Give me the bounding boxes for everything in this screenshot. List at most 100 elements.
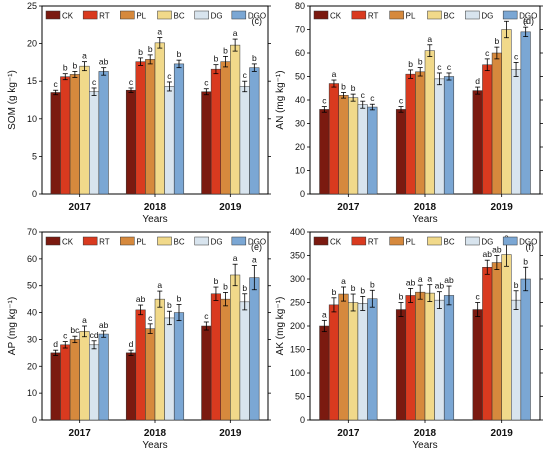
significance-letter: c	[63, 331, 68, 341]
significance-letter: a	[523, 16, 528, 26]
bar-pl	[415, 71, 426, 195]
significance-letter: a	[418, 274, 423, 284]
y-axis-label: AK (mg kg⁻¹)	[275, 297, 286, 356]
y-tick-label: 50	[295, 72, 305, 82]
significance-letter: b	[332, 287, 337, 297]
significance-letter: b	[148, 44, 153, 54]
legend-swatch-rt	[82, 236, 98, 246]
y-tick-label: 60	[27, 254, 37, 264]
significance-letter: b	[399, 292, 404, 302]
x-axis-label: Years	[412, 214, 437, 225]
significance-letter: c	[54, 79, 59, 89]
legend-swatch-pl	[389, 236, 404, 246]
bar-rt	[482, 64, 493, 195]
significance-letter: c	[447, 62, 452, 72]
bar-dgo	[249, 67, 260, 195]
y-tick-label: 0	[300, 415, 305, 425]
legend-swatch-ck	[45, 10, 61, 20]
significance-letter: ab	[136, 294, 146, 304]
legend-label-rt: RT	[99, 238, 110, 247]
y-tick-label: 70	[27, 227, 37, 237]
bar-ck	[472, 309, 483, 421]
legend-label-dgo: DGO	[519, 12, 537, 21]
bar-rt	[135, 309, 146, 421]
legend-label-dg: DG	[481, 12, 493, 21]
panel-label: (e)	[251, 242, 262, 252]
significance-letter: ab	[492, 245, 502, 255]
significance-letter: ab	[99, 320, 109, 330]
significance-letter: b	[370, 279, 375, 289]
bar-dg	[511, 299, 522, 421]
legend-label-bc: BC	[174, 12, 185, 21]
legend-label-dg: DG	[211, 12, 223, 21]
bar-ck	[201, 91, 212, 195]
bar-bc	[348, 302, 359, 421]
significance-letter: a	[427, 274, 432, 284]
y-tick-label: 0	[32, 189, 37, 199]
y-tick-label: 5	[32, 151, 37, 161]
bar-bc	[154, 298, 165, 421]
y-tick-label: 350	[290, 251, 305, 261]
legend-swatch-bc	[427, 236, 442, 246]
significance-letter: c	[204, 78, 209, 88]
y-tick-label: 40	[27, 308, 37, 318]
y-tick-label: 10	[27, 388, 37, 398]
significance-letter: b	[167, 300, 172, 310]
y-tick-label: 0	[32, 415, 37, 425]
significance-letter: b	[214, 54, 219, 64]
bar-dg	[434, 299, 445, 421]
legend-label-ck: CK	[330, 238, 342, 247]
significance-letter: c	[167, 71, 172, 81]
significance-letter: c	[204, 311, 209, 321]
significance-letter: b	[214, 276, 219, 286]
significance-letter: a	[341, 276, 346, 286]
significance-letter: b	[351, 283, 356, 293]
legend-label-bc: BC	[444, 238, 455, 247]
bar-pl	[69, 74, 80, 195]
x-tick-label: 2019	[219, 202, 242, 213]
bar-pl	[338, 293, 349, 421]
bar-dg	[89, 91, 100, 195]
bar-bc	[348, 97, 359, 195]
legend-label-dgo: DGO	[248, 12, 266, 21]
bar-bc	[501, 29, 512, 195]
significance-letter: c	[322, 96, 327, 106]
bar-pl	[220, 61, 231, 195]
significance-letter: b	[252, 53, 257, 63]
y-axis-label: AP (mg kg⁻¹)	[7, 297, 18, 355]
bar-rt	[60, 76, 71, 195]
legend-label-bc: BC	[174, 238, 185, 247]
significance-letter: b	[72, 60, 77, 70]
x-axis-label: Years	[142, 440, 167, 451]
x-tick-label: 2018	[414, 202, 437, 213]
y-tick-label: 80	[295, 1, 305, 11]
bar-bc	[230, 44, 241, 195]
bar-dg	[357, 104, 368, 195]
significance-letter: b	[63, 63, 68, 73]
panel-label: (c)	[252, 16, 263, 26]
bar-rt	[328, 304, 339, 421]
bar-pl	[491, 262, 502, 421]
bar-rt	[405, 295, 416, 421]
bar-dg	[164, 317, 175, 421]
panel-label: (f)	[526, 242, 535, 252]
legend-swatch-dg	[465, 236, 480, 246]
significance-letter: ab	[406, 277, 416, 287]
x-tick-label: 2019	[491, 202, 514, 213]
legend-label-dgo: DGO	[248, 238, 266, 247]
y-tick-label: 150	[290, 345, 305, 355]
significance-letter: cd	[90, 330, 99, 340]
bar-ck	[319, 325, 330, 421]
legend-swatch-pl	[389, 10, 404, 20]
y-tick-label: 20	[27, 361, 37, 371]
x-tick-label: 2017	[337, 428, 360, 439]
legend-label-pl: PL	[136, 12, 146, 21]
bar-dgo	[173, 63, 185, 195]
bar-pl	[415, 291, 426, 421]
significance-letter: b	[223, 281, 228, 291]
y-tick-label: 20	[27, 39, 37, 49]
legend-label-ck: CK	[62, 238, 74, 247]
bar-pl	[491, 52, 502, 195]
